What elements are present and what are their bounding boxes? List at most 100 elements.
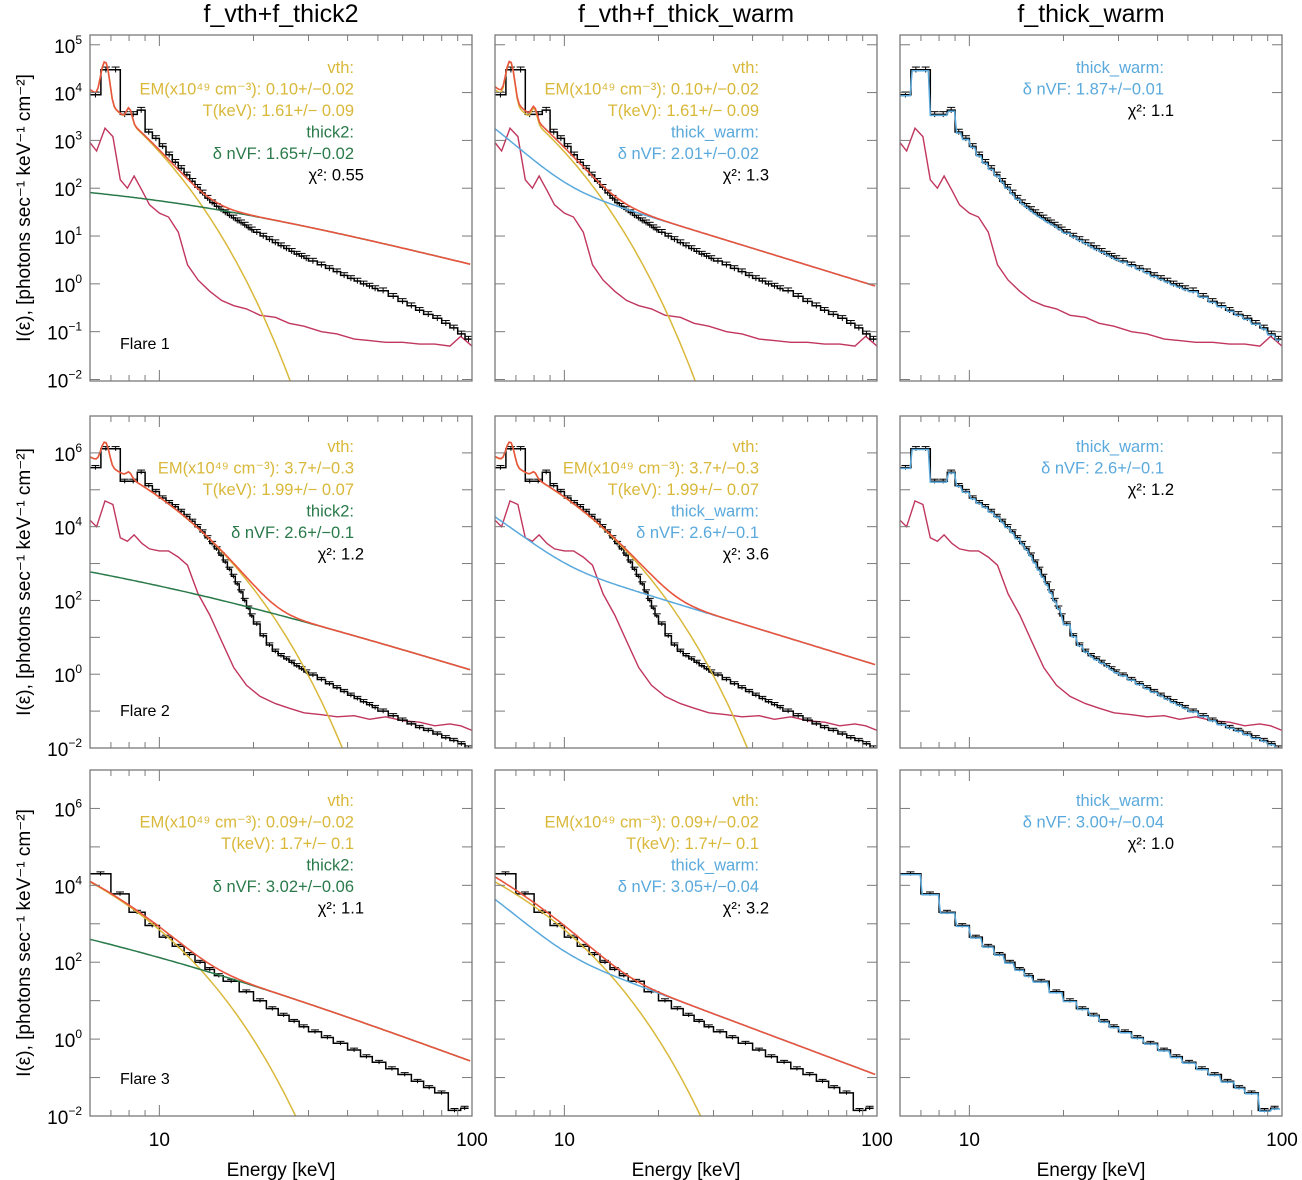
fit-annotation: δ nVF: 1.65+/−0.02 (213, 145, 354, 163)
column-title: f_vth+f_thick2 (204, 0, 359, 28)
y-tick-exponent: 6 (75, 796, 82, 810)
y-axis-label: I(ε), [photons sec⁻¹ keV⁻¹ cm⁻²] (14, 809, 35, 1077)
fit-annotation: thick_warm: (671, 503, 759, 521)
y-tick-exponent: 2 (75, 950, 82, 964)
plot-frame (89, 34, 473, 382)
plot-area (90, 441, 472, 748)
y-tick-label: 102 (54, 588, 82, 613)
y-tick-base: 10 (54, 519, 75, 540)
fit-annotation: δ nVF: 3.05+/−0.04 (618, 878, 759, 896)
y-tick-label: 10−2 (47, 367, 82, 392)
fit-annotation: thick_warm: (671, 124, 759, 142)
y-tick-exponent: −2 (68, 736, 82, 750)
y-axis-label: I(ε), [photons sec⁻¹ keV⁻¹ cm⁻²] (14, 448, 35, 716)
y-tick-base: 10 (54, 276, 75, 297)
fit-annotation: χ²: 1.1 (1128, 102, 1174, 120)
fit-annotation: vth: (732, 438, 759, 456)
plot-frame (494, 415, 878, 749)
y-tick-base: 10 (54, 1031, 75, 1052)
fit-annotation: vth: (327, 59, 354, 77)
y-tick-base: 10 (54, 592, 75, 613)
fit-annotation: thick_warm: (1076, 59, 1164, 77)
fit-annotation: thick_warm: (671, 857, 759, 875)
plot-frame (89, 415, 473, 749)
flare-label: Flare 1 (120, 336, 170, 353)
plot-area (495, 871, 876, 1116)
data-histogram (495, 447, 877, 748)
data-histogram (900, 447, 1282, 748)
plot-area (495, 441, 877, 748)
thick2-component-curve (90, 938, 471, 1062)
y-tick-base: 10 (54, 180, 75, 201)
y-tick-base: 10 (54, 228, 75, 249)
total-model-curve (495, 60, 876, 287)
y-tick-label: 106 (54, 441, 82, 466)
thick2-component-curve (90, 191, 471, 265)
fit-annotation: χ²: 3.6 (723, 546, 769, 564)
plot-frame (494, 769, 878, 1117)
fit-annotation: EM(x10⁴⁹ cm⁻³): 0.09+/−0.02 (139, 814, 354, 832)
x-axis-label: Energy [keV] (632, 1160, 741, 1180)
plot-frame (899, 415, 1283, 749)
plot-area (90, 60, 472, 381)
fit-annotation: T(keV): 1.7+/− 0.1 (626, 835, 759, 853)
fit-annotation: EM(x10⁴⁹ cm⁻³): 0.10+/−0.02 (139, 81, 354, 99)
x-tick-label: 100 (861, 1130, 893, 1151)
thick-warm-fit-curve (900, 873, 1281, 1112)
y-tick-label: 104 (54, 81, 82, 106)
data-histogram (495, 873, 874, 1112)
y-tick-exponent: 2 (75, 588, 82, 602)
vth-component-curve (495, 881, 702, 1116)
y-tick-base: 10 (54, 445, 75, 466)
fit-annotation: vth: (327, 792, 354, 810)
background-curve (90, 499, 472, 732)
y-tick-label: 103 (54, 128, 82, 153)
x-tick-label: 100 (456, 1130, 488, 1151)
vth-component-curve (90, 881, 297, 1116)
y-tick-base: 10 (47, 324, 68, 345)
y-tick-label: 101 (54, 224, 82, 249)
y-tick-exponent: 0 (75, 662, 82, 676)
fit-annotation: χ²: 1.3 (723, 167, 769, 185)
fit-annotation: thick_warm: (1076, 438, 1164, 456)
fit-annotation: χ²: 1.2 (1128, 481, 1174, 499)
fit-annotation: T(keV): 1.61+/− 0.09 (608, 102, 759, 120)
thick-warm-fit-curve (900, 448, 1277, 748)
fit-annotation: δ nVF: 2.6+/−0.1 (636, 524, 759, 542)
x-tick-label: 10 (149, 1130, 170, 1151)
y-tick-exponent: 0 (75, 272, 82, 286)
y-tick-base: 10 (54, 800, 75, 821)
plot-frame (899, 34, 1283, 382)
y-tick-label: 102 (54, 950, 82, 975)
vth-component-curve (90, 60, 291, 381)
y-tick-label: 102 (54, 176, 82, 201)
fit-annotation: EM(x10⁴⁹ cm⁻³): 3.7+/−0.3 (158, 460, 354, 478)
flare-label: Flare 2 (120, 703, 170, 720)
data-histogram (900, 69, 1282, 340)
y-tick-label: 100 (54, 662, 82, 687)
data-histogram (90, 69, 472, 340)
vth-component-curve (90, 441, 344, 748)
y-tick-exponent: 4 (75, 81, 82, 95)
y-tick-label: 10−1 (47, 320, 82, 345)
x-tick-label: 10 (554, 1130, 575, 1151)
fit-annotation: thick_warm: (1076, 792, 1164, 810)
fit-annotation: T(keV): 1.99+/− 0.07 (608, 481, 759, 499)
fit-annotation: δ nVF: 2.01+/−0.02 (618, 145, 759, 163)
fit-annotation: δ nVF: 1.87+/−0.01 (1023, 81, 1164, 99)
fit-annotation: vth: (327, 438, 354, 456)
y-tick-exponent: −2 (68, 367, 82, 381)
background-curve (495, 126, 877, 347)
y-tick-exponent: 2 (75, 176, 82, 190)
plot-area (90, 871, 471, 1116)
panel-r2-c2: vth: EM(x10⁴⁹ cm⁻³): 3.7+/−0.3 T(keV): 1.9… (494, 415, 878, 749)
fit-annotation: T(keV): 1.61+/− 0.09 (203, 102, 354, 120)
fit-annotation: χ²: 1.0 (1128, 835, 1174, 853)
panel-r2-c3: thick_warm: δ nVF: 2.6+/−0.1 χ²: 1.2 (899, 415, 1283, 749)
y-tick-base: 10 (54, 877, 75, 898)
fit-annotation: χ²: 1.1 (318, 900, 364, 918)
y-tick-label: 100 (54, 272, 82, 297)
y-tick-exponent: 3 (75, 128, 82, 142)
